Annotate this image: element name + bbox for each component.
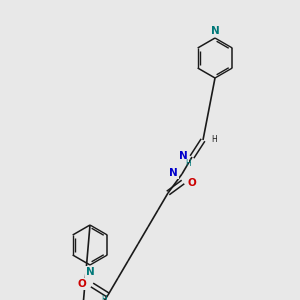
Text: N: N	[85, 267, 94, 277]
Text: O: O	[77, 279, 86, 289]
Text: H: H	[211, 134, 217, 143]
Text: N: N	[169, 168, 178, 178]
Text: O: O	[188, 178, 197, 188]
Text: N: N	[211, 26, 219, 36]
Text: N: N	[179, 151, 188, 161]
Text: H: H	[101, 295, 107, 300]
Text: H: H	[185, 159, 191, 168]
